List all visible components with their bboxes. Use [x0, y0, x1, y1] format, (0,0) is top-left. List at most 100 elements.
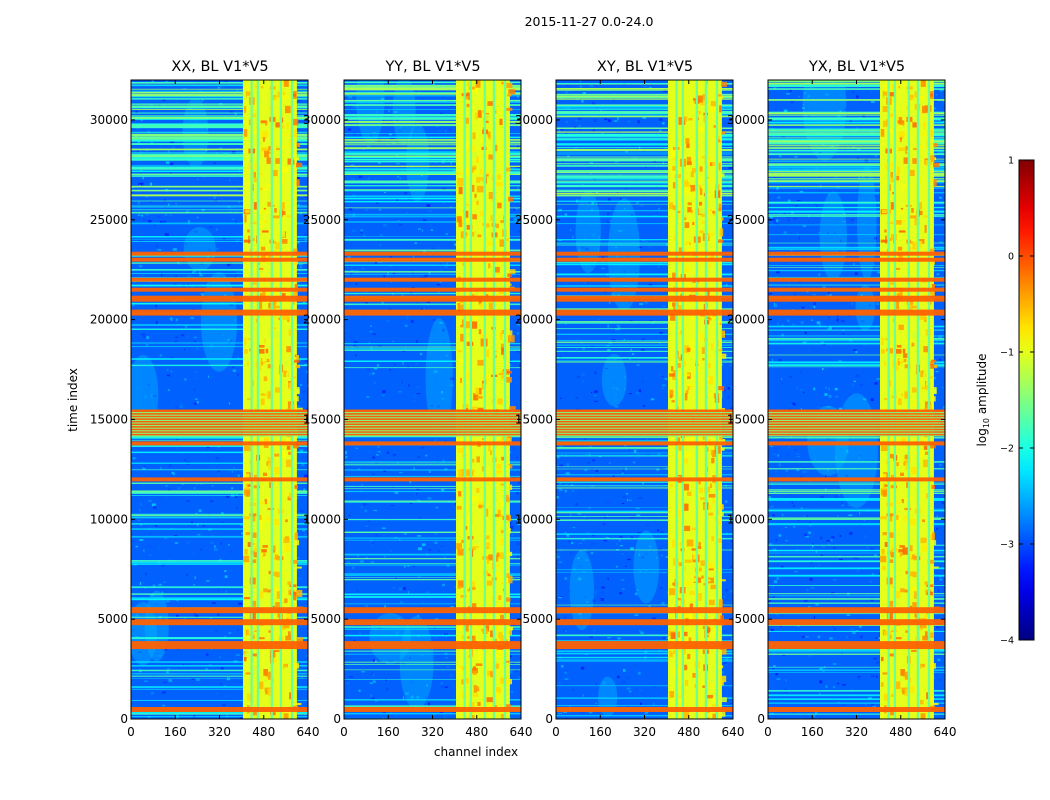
noise-cell: [239, 716, 244, 719]
noise-cell: [443, 202, 446, 204]
noise-cell: [137, 201, 140, 205]
noise-cell: [149, 554, 152, 557]
noise-cell: [427, 352, 430, 355]
x-tick-label: 0: [340, 725, 348, 739]
noise-cell: [223, 294, 227, 297]
noise-cell: [727, 387, 731, 390]
rfi-stripe: [556, 604, 733, 606]
noise-cell: [584, 113, 588, 115]
noise-cell: [360, 229, 363, 232]
noise-cell: [363, 234, 366, 237]
rfi-stripe: [556, 203, 733, 205]
noise-cell: [421, 601, 424, 604]
noise-cell: [775, 673, 779, 676]
block-cell: [719, 435, 723, 441]
noise-cell: [614, 242, 617, 246]
noise-cell: [602, 568, 604, 570]
noise-cell: [347, 682, 349, 685]
noise-cell: [595, 702, 597, 704]
block-cell: [716, 320, 721, 325]
noise-cell: [211, 485, 214, 487]
block-cell: [285, 105, 291, 114]
rfi-stripe: [344, 367, 521, 369]
noise-cell: [615, 328, 620, 331]
noise-cell: [356, 590, 359, 592]
block-cell: [269, 106, 272, 111]
noise-cell: [349, 676, 353, 678]
block-cell: [478, 652, 482, 660]
block-cell: [708, 493, 716, 498]
rfi-band: [556, 477, 733, 482]
block-cell: [486, 697, 494, 703]
noise-cell: [518, 320, 521, 323]
noise-cell: [398, 391, 402, 393]
noise-cell: [821, 368, 824, 371]
block-cell: [471, 495, 479, 502]
rfi-band: [131, 251, 308, 256]
noise-cell: [622, 669, 626, 672]
noise-cell: [934, 214, 937, 217]
noise-cell: [211, 449, 215, 452]
noise-cell: [347, 591, 350, 595]
noise-cell: [729, 386, 733, 389]
noise-cell: [933, 150, 938, 154]
block-cell: [719, 105, 722, 113]
noise-cell: [442, 318, 445, 320]
y-tick-label: 20000: [90, 313, 128, 327]
noise-cell: [578, 221, 583, 223]
noise-cell: [145, 347, 147, 349]
noise-cell: [132, 457, 136, 460]
noise-cell: [155, 177, 157, 179]
noise-cell: [166, 667, 171, 671]
heatmap-panel-xx: [131, 80, 308, 719]
block-cell: [684, 222, 690, 229]
noise-cell: [935, 613, 939, 615]
noise-cell: [938, 241, 943, 243]
block-cell: [459, 666, 467, 671]
block-cell: [686, 142, 690, 149]
noise-cell: [356, 80, 358, 83]
noise-cell: [229, 208, 233, 210]
noise-cell: [639, 570, 641, 573]
rfi-stripe: [344, 603, 521, 605]
noise-cell: [210, 344, 213, 348]
noise-cell: [834, 231, 836, 235]
rfi-stripe: [131, 105, 308, 108]
block-cell: [465, 717, 473, 719]
noise-cell: [579, 80, 582, 83]
noise-cell: [206, 283, 209, 285]
noise-cell: [303, 195, 308, 198]
block-cell: [708, 318, 712, 321]
noise-cell: [868, 304, 871, 306]
noise-cell: [393, 110, 398, 114]
noise-cell: [425, 454, 428, 457]
noise-cell: [162, 99, 166, 101]
noise-cell: [616, 324, 620, 327]
noise-cell: [644, 712, 649, 714]
noise-cell: [450, 106, 455, 108]
rfi-stripe: [344, 173, 521, 175]
noise-cell: [389, 256, 393, 258]
rfi-stripe: [344, 84, 521, 87]
noise-cell: [558, 597, 563, 599]
noise-cell: [844, 147, 846, 151]
noise-cell: [237, 373, 239, 376]
rfi-stripe: [556, 165, 733, 167]
noise-cell: [407, 365, 409, 368]
noise-cell: [192, 193, 194, 195]
noise-cell: [303, 474, 308, 478]
block-cell: [263, 588, 268, 593]
block-cell: [264, 149, 269, 158]
rfi-band: [131, 295, 308, 302]
noise-cell: [434, 439, 437, 442]
block-cell: [706, 179, 712, 183]
rfi-band: [344, 295, 521, 302]
noise-cell: [366, 396, 370, 398]
noise-cell: [935, 94, 939, 96]
noise-cell: [369, 361, 373, 365]
rfi-stripe: [131, 284, 308, 286]
block-cell: [505, 677, 508, 684]
block-cell: [263, 83, 270, 87]
noise-cell: [206, 256, 210, 259]
band-line: [131, 425, 308, 427]
